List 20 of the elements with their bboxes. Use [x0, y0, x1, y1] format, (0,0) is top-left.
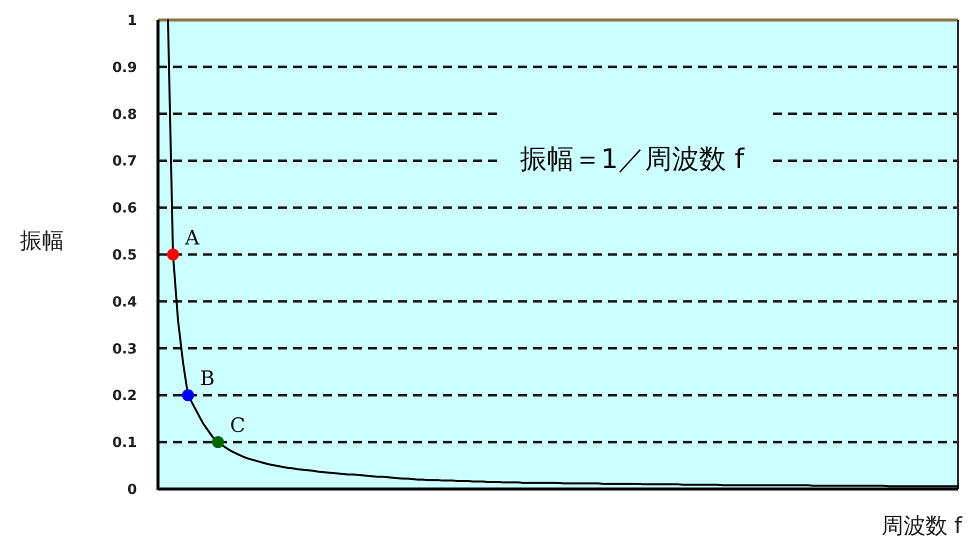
- y-tick-label: 0.5: [112, 248, 137, 264]
- y-tick-label: 0.7: [112, 154, 137, 170]
- y-tick-label: 0.6: [112, 200, 137, 217]
- y-tick-label: 0.1: [112, 435, 137, 452]
- data-label: A: [184, 226, 200, 250]
- point: [167, 248, 179, 260]
- y-axis-title: 振幅: [20, 229, 64, 254]
- y-tick-label: 0.8: [112, 106, 137, 123]
- y-tick-label: 1: [127, 13, 137, 29]
- x-axis-title: 周波数 f: [881, 514, 964, 539]
- y-tick-label: 0: [127, 482, 138, 498]
- y-tick-label: 0.2: [112, 388, 137, 404]
- y-tick-label: 0.3: [112, 341, 137, 358]
- y-tick-label: 0.4: [112, 294, 138, 310]
- y-tick-label: 0.9: [112, 60, 137, 76]
- annotation: 振幅＝1／周波数 f: [520, 144, 746, 175]
- point: [212, 436, 224, 448]
- point: [182, 389, 194, 402]
- data-label: C: [230, 413, 246, 438]
- data-label: B: [200, 366, 215, 390]
